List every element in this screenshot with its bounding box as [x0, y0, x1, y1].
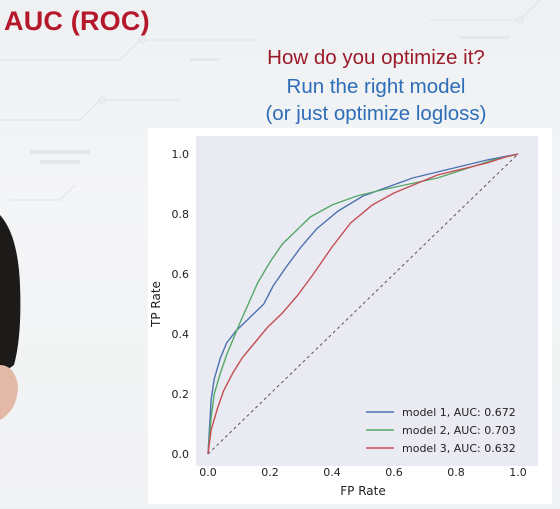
legend-label: model 3, AUC: 0.632 — [402, 442, 516, 455]
series-line-model-2 — [207, 153, 519, 455]
y-axis-label: TP Rate — [149, 281, 163, 328]
presenter-silhouette — [0, 215, 21, 420]
x-tick-label: 0.0 — [199, 466, 217, 479]
tick-labels: 0.0 0.2 0.4 0.6 0.8 1.0 0.0 0.2 0.4 0.6 0.8 1.0 — [172, 148, 527, 479]
y-tick-label: 0.2 — [172, 388, 190, 401]
roc-chart-figure: 0.0 0.2 0.4 0.6 0.8 1.0 0.0 0.2 0.4 0.6 0.8 1.0 TP … — [148, 128, 552, 504]
y-tick-label: 0.0 — [172, 448, 190, 461]
y-tick-label: 0.8 — [172, 208, 190, 221]
legend-label: model 2, AUC: 0.703 — [402, 424, 516, 437]
y-tick-label: 0.6 — [172, 268, 190, 281]
legend: model 1, AUC: 0.672 model 2, AUC: 0.703 mo… — [366, 406, 516, 455]
x-tick-label: 1.0 — [509, 466, 527, 479]
slide-question: How do you optimize it? — [267, 46, 485, 69]
series-line-model-3 — [207, 153, 519, 455]
x-tick-label: 0.6 — [385, 466, 403, 479]
x-tick-label: 0.2 — [261, 466, 279, 479]
legend-label: model 1, AUC: 0.672 — [402, 406, 516, 419]
roc-chart: 0.0 0.2 0.4 0.6 0.8 1.0 0.0 0.2 0.4 0.6 0.8 1.0 TP … — [149, 136, 538, 498]
x-axis-label: FP Rate — [340, 484, 385, 498]
x-tick-label: 0.4 — [323, 466, 341, 479]
y-tick-label: 0.4 — [172, 328, 190, 341]
slide-title: AUC (ROC) — [4, 6, 150, 36]
slide-answer-line-2: (or just optimize logloss) — [265, 102, 487, 125]
y-tick-label: 1.0 — [172, 148, 190, 161]
series-line-model-1 — [207, 153, 519, 455]
series-lines — [207, 153, 519, 455]
x-tick-label: 0.8 — [447, 466, 465, 479]
slide-answer-line-1: Run the right model — [286, 75, 466, 98]
